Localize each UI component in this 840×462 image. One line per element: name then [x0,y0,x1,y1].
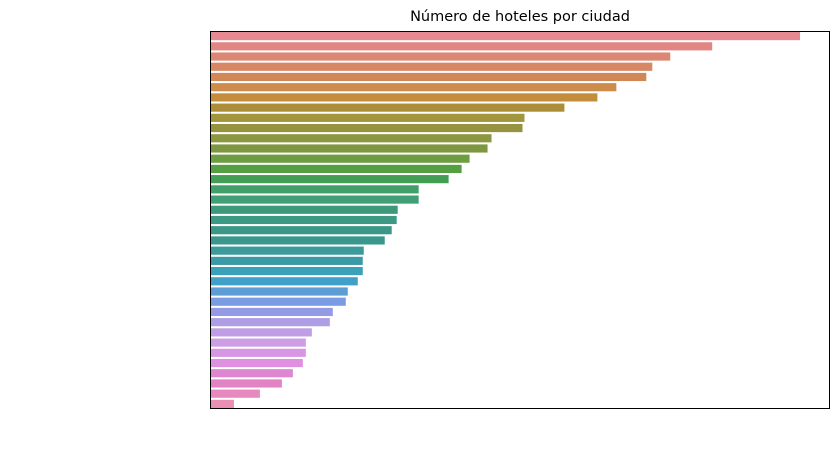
bar [211,103,565,112]
bar [211,389,260,398]
bar [211,83,617,92]
bar [211,205,398,214]
chart-title: Número de hoteles por ciudad [410,9,630,25]
bar [211,287,348,296]
bar [211,164,462,174]
bar [211,379,282,388]
bar [211,297,346,306]
bar [211,72,647,82]
bar [211,134,492,143]
bar [211,175,449,184]
bar [211,318,330,327]
bar [211,32,801,41]
bar [211,256,363,265]
bar [211,144,488,153]
bar [211,266,363,276]
bar [211,307,333,317]
bar [211,338,306,347]
bar [211,328,312,337]
bar [211,185,419,194]
bar [211,195,419,204]
bar [211,369,293,378]
bar [211,154,470,163]
bar [211,123,523,133]
bar [211,358,303,368]
plot-frame [210,31,830,409]
bar [211,277,358,286]
bar [211,236,385,245]
bar [211,93,598,102]
bar [211,226,392,235]
bar [211,42,713,51]
bar [211,348,306,357]
bar [211,246,364,255]
bar [211,399,234,408]
bar [211,113,525,122]
bar [211,62,653,71]
bar [211,52,671,61]
bar [211,215,397,225]
